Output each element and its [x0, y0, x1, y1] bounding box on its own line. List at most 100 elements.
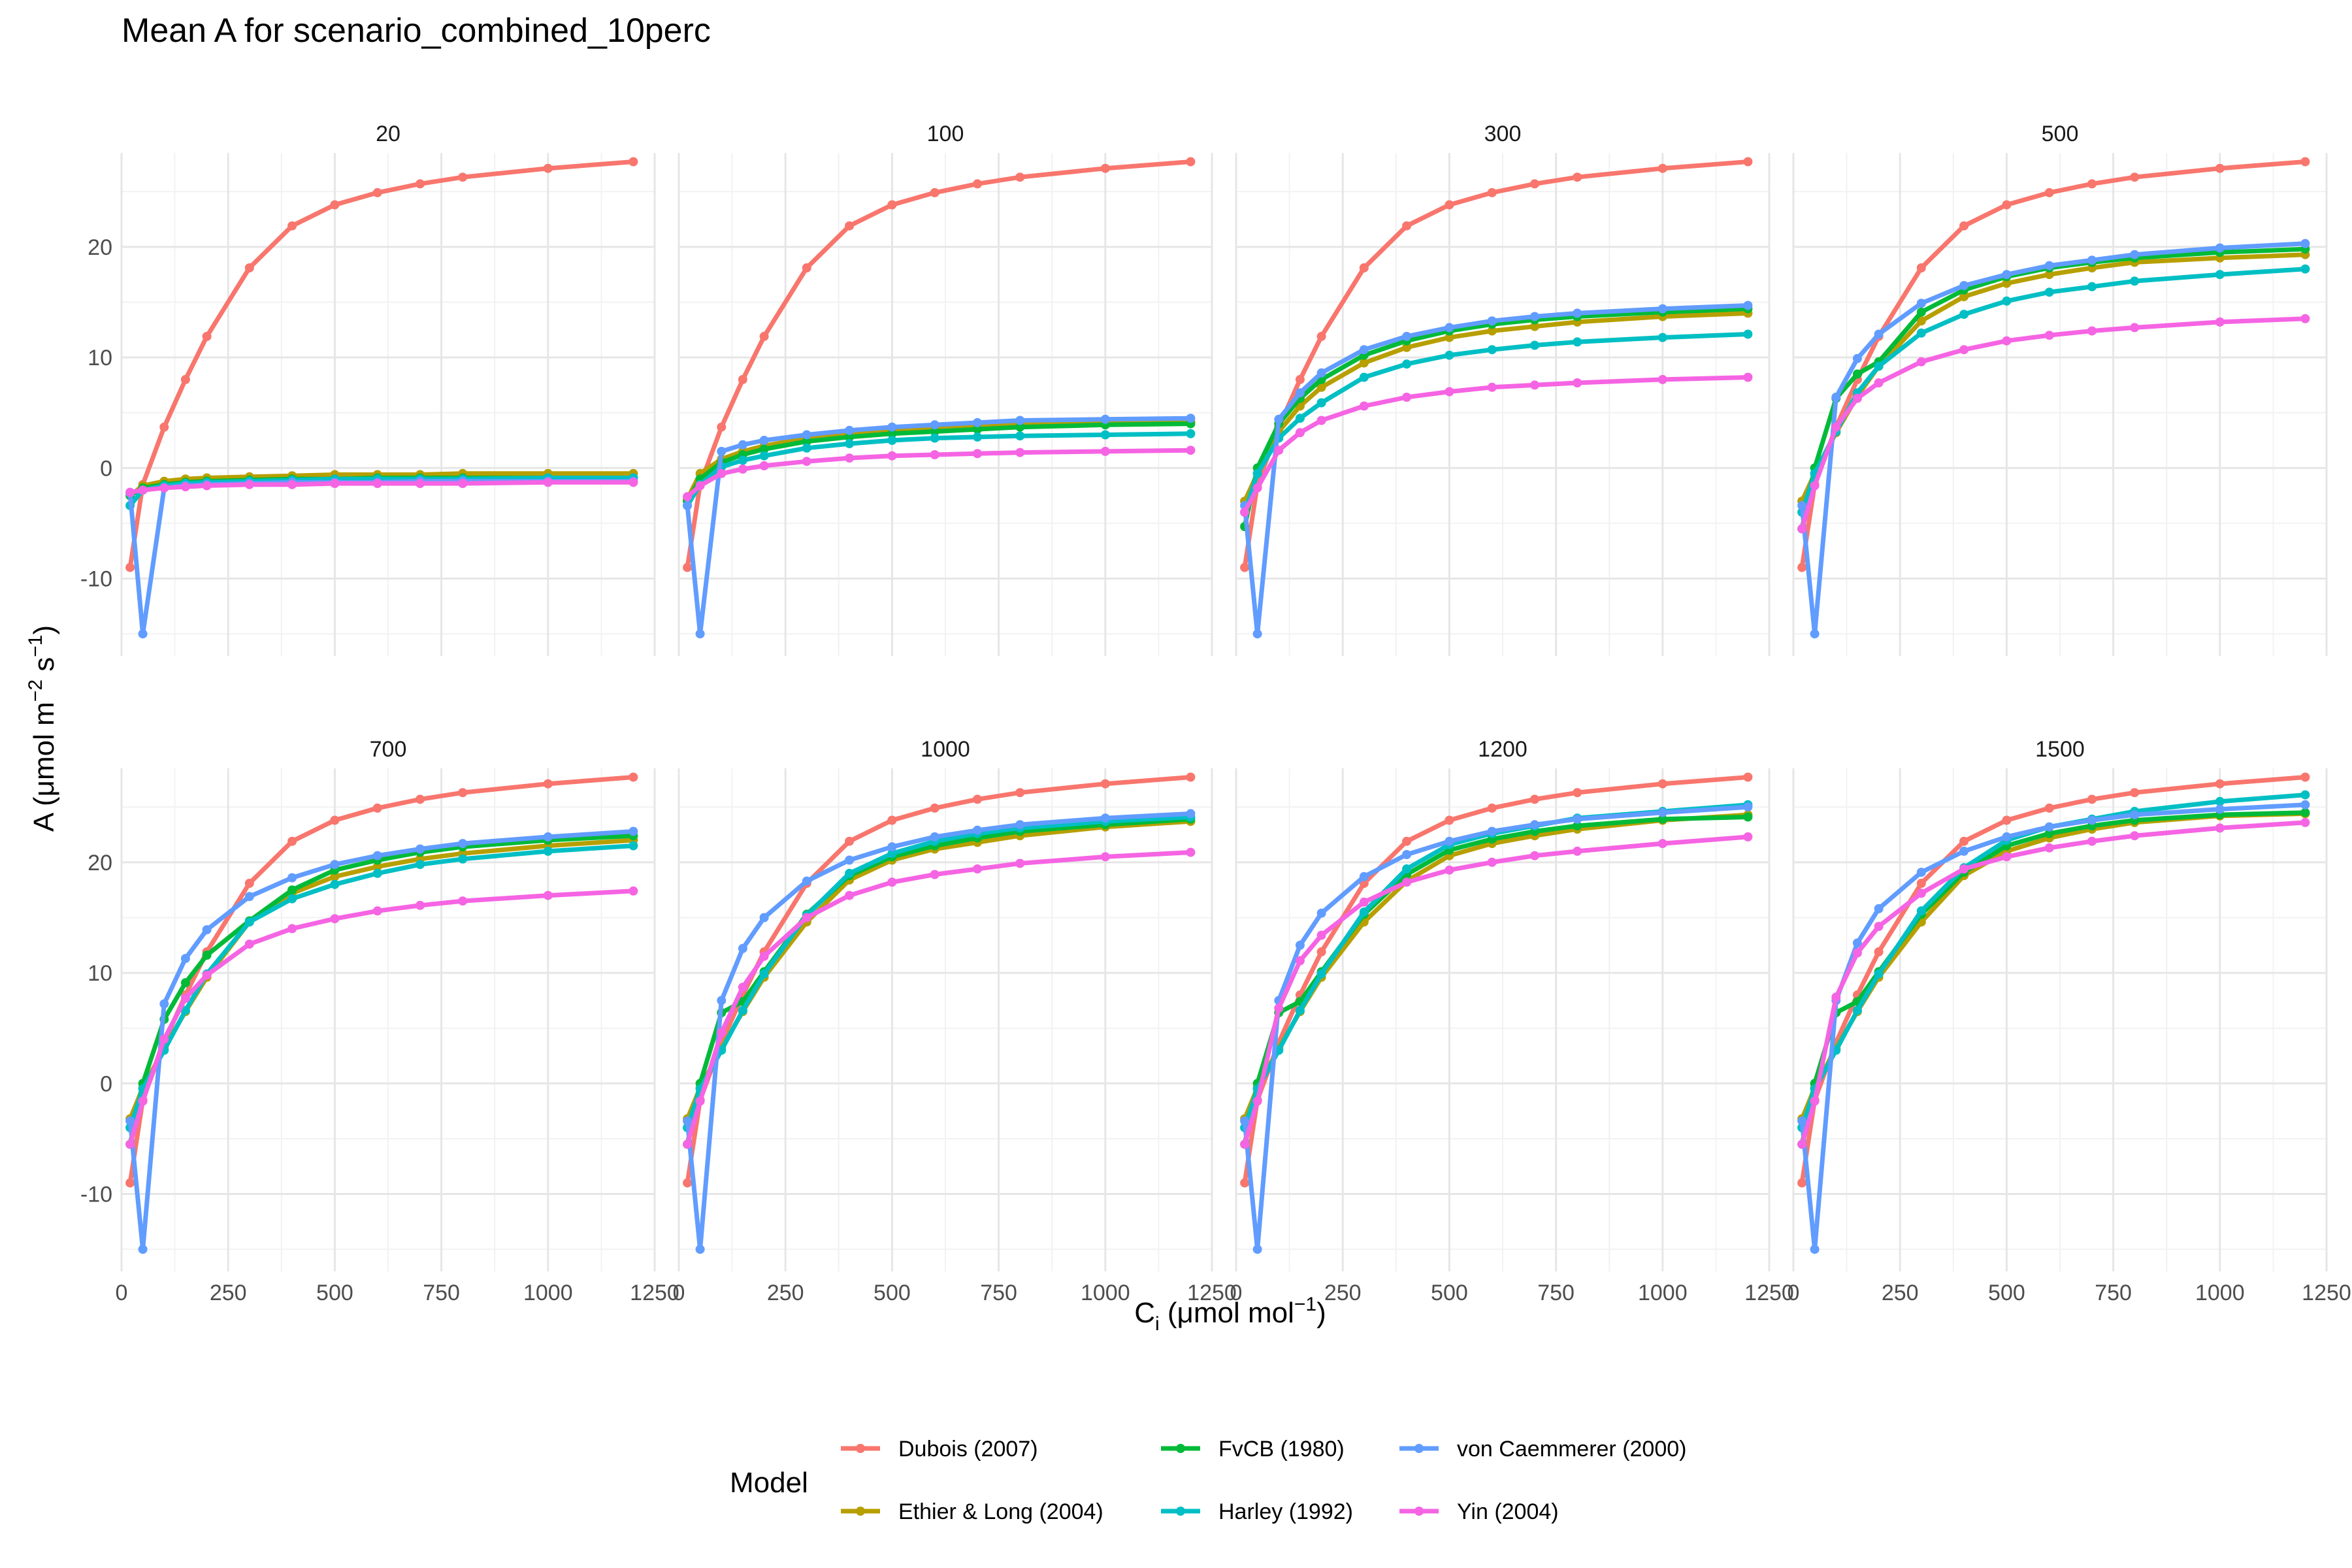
x-tick-label: 1000	[523, 1281, 573, 1305]
data-point	[973, 794, 982, 804]
data-point	[1573, 788, 1582, 798]
data-point	[887, 451, 897, 461]
data-point	[759, 331, 769, 341]
legend-item-fvcb-1980: FvCB (1980)	[1161, 1437, 1345, 1462]
x-tick-label: 1000	[2195, 1281, 2245, 1305]
data-point	[1100, 813, 1110, 823]
data-point	[1295, 428, 1305, 438]
data-point	[845, 855, 855, 865]
data-point	[180, 1005, 190, 1015]
legend-label: Harley (1992)	[1218, 1499, 1353, 1524]
data-point	[1240, 1116, 1250, 1126]
facet-strip-label: 500	[2042, 122, 2079, 146]
x-tick-label: 250	[1324, 1281, 1362, 1305]
facet-panel-700: 700 -10 0 10 20 0 250 500 750 1000 1250	[80, 737, 679, 1305]
data-point	[2130, 172, 2140, 182]
data-point	[1530, 340, 1539, 350]
x-tick-label: 500	[1431, 1281, 1468, 1305]
data-point	[1487, 857, 1497, 867]
data-point	[2044, 822, 2054, 832]
data-point	[1445, 200, 1454, 210]
data-point	[2087, 836, 2097, 846]
data-point	[683, 492, 693, 502]
legend-item-harley-1992: Harley (1992)	[1161, 1499, 1353, 1524]
data-point	[1274, 1004, 1284, 1013]
facet-strip-label: 1200	[1478, 737, 1527, 762]
y-tick-label: -10	[80, 1183, 112, 1207]
data-point	[416, 179, 425, 189]
data-point	[543, 846, 553, 856]
data-point	[759, 436, 769, 445]
data-point	[287, 836, 297, 846]
data-point	[1252, 1245, 1262, 1254]
data-point	[1874, 969, 1884, 979]
data-point	[1402, 342, 1412, 352]
data-point	[683, 1139, 693, 1149]
y-tick-label: 0	[100, 1071, 112, 1096]
data-point	[1658, 779, 1667, 789]
data-point	[244, 480, 254, 489]
data-point	[802, 436, 811, 446]
data-point	[845, 221, 855, 231]
data-point	[2087, 179, 2097, 189]
x-tick-label: 0	[116, 1281, 128, 1305]
data-point	[330, 479, 340, 488]
data-point	[973, 825, 982, 835]
data-point	[1573, 172, 1582, 182]
data-point	[1810, 1096, 1820, 1106]
data-point	[1100, 779, 1110, 789]
data-point	[2044, 270, 2054, 280]
data-point	[1797, 1178, 1807, 1188]
data-point	[845, 453, 855, 463]
data-point	[802, 263, 811, 272]
data-point	[2087, 326, 2097, 336]
data-point	[1487, 345, 1497, 355]
data-point	[1852, 938, 1862, 948]
legend-key-point	[1414, 1444, 1424, 1453]
data-point	[1916, 299, 1926, 308]
data-point	[159, 1034, 169, 1044]
data-point	[1852, 948, 1862, 958]
data-point	[802, 443, 811, 453]
data-point	[1445, 323, 1454, 333]
data-point	[1487, 826, 1497, 836]
data-point	[1797, 563, 1807, 572]
data-point	[1530, 820, 1539, 830]
data-point	[2300, 808, 2310, 817]
facet-strip-label: 700	[370, 737, 407, 762]
legend-key-point	[856, 1507, 865, 1516]
data-point	[1743, 812, 1753, 822]
data-point	[845, 425, 855, 435]
legend-label: Yin (2004)	[1457, 1499, 1559, 1524]
data-point	[125, 563, 135, 572]
data-point	[887, 815, 897, 825]
data-point	[1743, 372, 1753, 382]
data-point	[1743, 802, 1753, 812]
data-point	[2087, 255, 2097, 265]
data-point	[1959, 846, 1969, 856]
data-point	[2300, 772, 2310, 782]
y-tick-label: -10	[80, 567, 112, 592]
legend-key-point	[1176, 1444, 1185, 1453]
series-yin-2004	[1797, 817, 2310, 1149]
data-point	[180, 978, 190, 988]
data-point	[1252, 629, 1262, 639]
series-yin-2004	[1240, 372, 1753, 517]
data-point	[1445, 815, 1454, 825]
data-point	[1852, 369, 1862, 379]
data-point	[1252, 468, 1262, 478]
data-point	[2044, 261, 2054, 270]
data-point	[1959, 281, 1969, 291]
data-point	[1186, 809, 1196, 819]
data-point	[1100, 430, 1110, 440]
data-point	[1916, 879, 1926, 888]
series-yin-2004	[1240, 832, 1753, 1149]
data-point	[629, 478, 638, 487]
facet-strip-label: 100	[927, 122, 964, 146]
data-point	[2002, 832, 2012, 841]
data-point	[1530, 851, 1539, 860]
data-point	[1402, 877, 1412, 887]
data-point	[1240, 563, 1250, 572]
data-point	[543, 890, 553, 900]
